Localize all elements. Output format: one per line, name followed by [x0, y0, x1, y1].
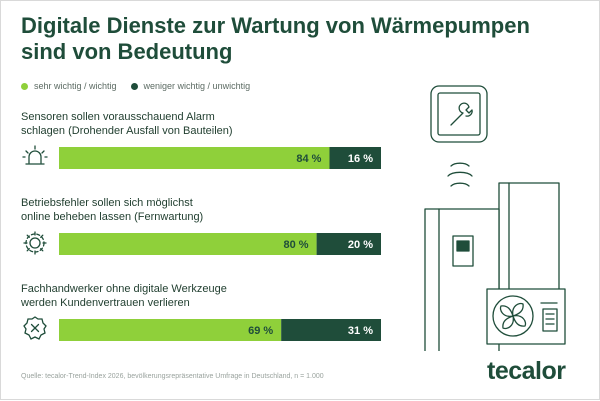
question-2-line-2: online beheben lassen (Fernwartung): [21, 211, 204, 223]
bar-3-series-2-label: 31 %: [348, 325, 373, 337]
legend-swatch-important: [21, 82, 28, 90]
bar-1-series-2-label: 16 %: [348, 153, 373, 165]
x-badge-icon: [23, 316, 47, 340]
bar-2-series-1-label: 80 %: [284, 239, 309, 251]
bar-2-series-2-label: 20 %: [348, 239, 373, 251]
title-line-1: Digitale Dienste zur Wartung von Wärmepu…: [21, 13, 530, 38]
bar-3-series-2: [281, 319, 381, 341]
question-2-line-1: Betriebsfehler sollen sich möglichst: [21, 197, 193, 209]
legend-item-unimportant: weniger wichtig / unwichtig: [130, 81, 251, 91]
alarm-siren-icon: [22, 145, 48, 165]
question-1-line-1: Sensoren sollen vorausschauend Alarm: [21, 111, 215, 123]
legend-label-unimportant: weniger wichtig / unwichtig: [143, 81, 251, 91]
question-3-line-1: Fachhandwerker ohne digitale Werkzeuge: [21, 283, 227, 295]
question-label-3: Fachhandwerker ohne digitale Werkzeuge w…: [21, 282, 321, 310]
bar-2-series-2: [316, 233, 381, 255]
bar-1-series-1: [59, 147, 330, 169]
bar-1-series-2: [329, 147, 381, 169]
question-3-line-2: werden Kundenvertrauen verlieren: [21, 297, 190, 309]
legend-item-important: sehr wichtig / wichtig: [21, 81, 117, 91]
bar-3-series-1: [59, 319, 282, 341]
gear-settings-icon: [23, 231, 47, 255]
legend-swatch-unimportant: [130, 82, 138, 90]
question-label-1: Sensoren sollen vorausschauend Alarm sch…: [21, 110, 321, 138]
bar-1-series-1-label: 84 %: [296, 153, 321, 165]
page-title: Digitale Dienste zur Wartung von Wärmepu…: [21, 13, 541, 65]
title-line-2: sind von Bedeutung: [21, 39, 233, 64]
bar-3-series-1-label: 69 %: [248, 325, 273, 337]
bar-2-series-1: [59, 233, 317, 255]
fan-icon: [492, 295, 534, 337]
source-note: Quelle: tecalor-Trend-Index 2026, bevölk…: [21, 373, 324, 380]
wrench-icon: [450, 102, 473, 126]
tablet-icon: [430, 85, 488, 143]
signal-waves-icon: [447, 162, 473, 187]
brand-logo: tecalor: [487, 357, 566, 385]
outdoor-unit: [486, 288, 566, 345]
heat-pump-illustration: [424, 85, 566, 351]
question-label-2: Betriebsfehler sollen sich möglichst onl…: [21, 196, 321, 224]
legend-label-important: sehr wichtig / wichtig: [34, 81, 117, 91]
question-1-line-2: schlagen (Drohender Ausfall von Bauteile…: [21, 125, 233, 137]
legend: sehr wichtig / wichtig weniger wichtig /…: [21, 81, 264, 91]
